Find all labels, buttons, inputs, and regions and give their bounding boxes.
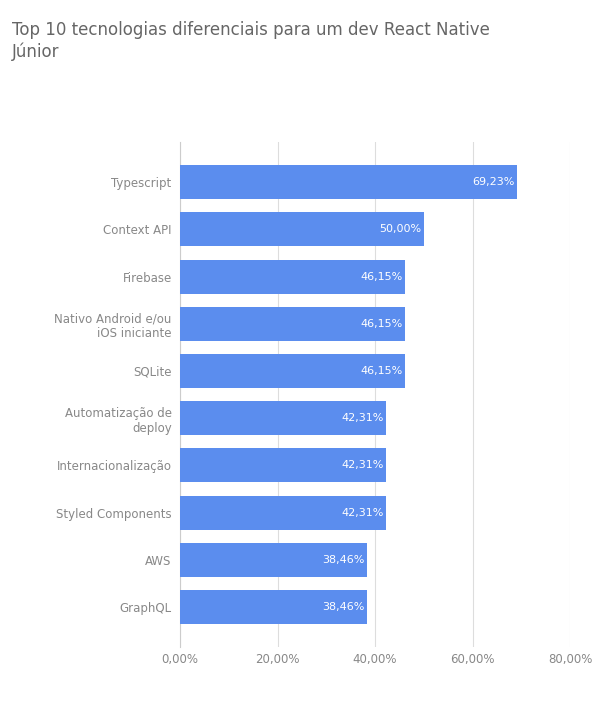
Text: 46,15%: 46,15% xyxy=(360,366,403,376)
Text: 69,23%: 69,23% xyxy=(473,177,515,187)
Text: Top 10 tecnologias diferenciais para um dev React Native
Júnior: Top 10 tecnologias diferenciais para um … xyxy=(12,21,490,60)
Text: 38,46%: 38,46% xyxy=(323,602,365,612)
Bar xyxy=(180,260,405,294)
Bar xyxy=(180,401,386,435)
Text: 42,31%: 42,31% xyxy=(341,413,384,423)
Bar xyxy=(180,165,517,199)
Text: 38,46%: 38,46% xyxy=(323,555,365,565)
Bar xyxy=(180,496,386,530)
Text: 42,31%: 42,31% xyxy=(341,461,384,471)
Text: 42,31%: 42,31% xyxy=(341,508,384,518)
Bar xyxy=(180,213,424,246)
Bar xyxy=(180,590,367,624)
Bar xyxy=(180,543,367,577)
Text: 46,15%: 46,15% xyxy=(360,272,403,282)
Bar xyxy=(180,354,405,388)
Text: 46,15%: 46,15% xyxy=(360,319,403,328)
Bar xyxy=(180,306,405,341)
Text: 50,00%: 50,00% xyxy=(379,225,421,235)
Bar xyxy=(180,449,386,483)
